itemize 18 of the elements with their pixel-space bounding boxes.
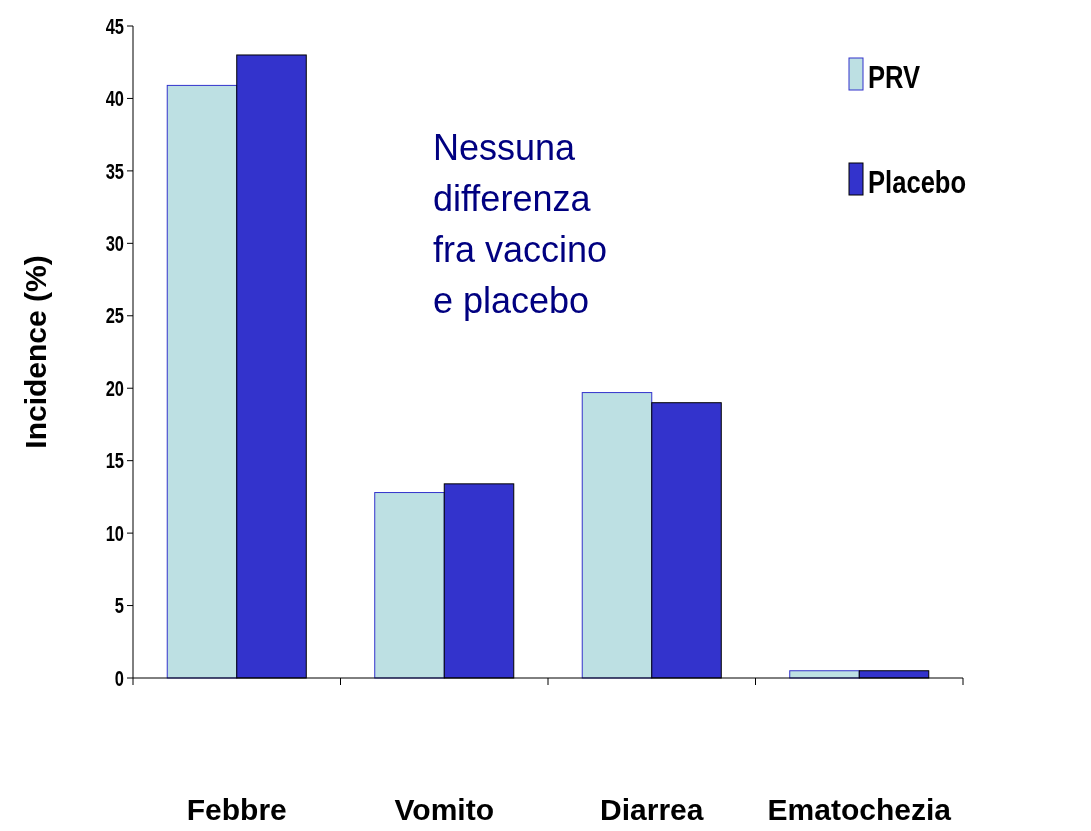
y-tick-label: 10 <box>105 520 125 546</box>
annotation: Nessuna differenza fra vaccino e placebo <box>433 127 608 321</box>
legend-label: Placebo <box>868 164 967 200</box>
y-tick-label: 15 <box>105 448 125 473</box>
x-tick-label: Vomito <box>394 793 494 826</box>
y-tick-label: 45 <box>105 13 125 39</box>
y-tick-label: 0 <box>114 665 125 691</box>
y-tick-label: 35 <box>105 158 125 184</box>
y-tick-label: 20 <box>105 375 125 401</box>
y-tick-label: 40 <box>105 85 125 111</box>
y-axis-title: Incidence (%) <box>19 255 52 449</box>
x-tick-label: Febbre <box>186 793 287 826</box>
x-tick-label: Diarrea <box>600 793 704 826</box>
y-tick-label: 5 <box>114 592 125 618</box>
y-tick-label: 30 <box>105 230 125 256</box>
legend-label: PRV <box>868 59 921 95</box>
y-tick-label: 25 <box>105 303 125 328</box>
x-tick-label: Ematochezia <box>767 793 952 826</box>
